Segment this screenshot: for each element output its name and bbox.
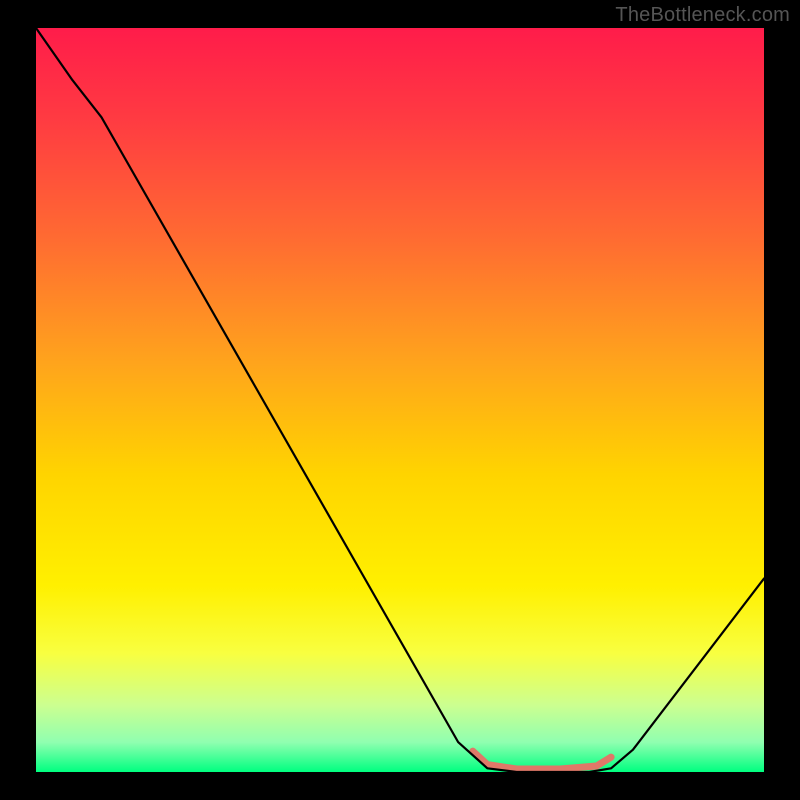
bottleneck-chart [0,0,800,800]
watermark-text: TheBottleneck.com [615,4,790,27]
plot-background [36,28,764,772]
